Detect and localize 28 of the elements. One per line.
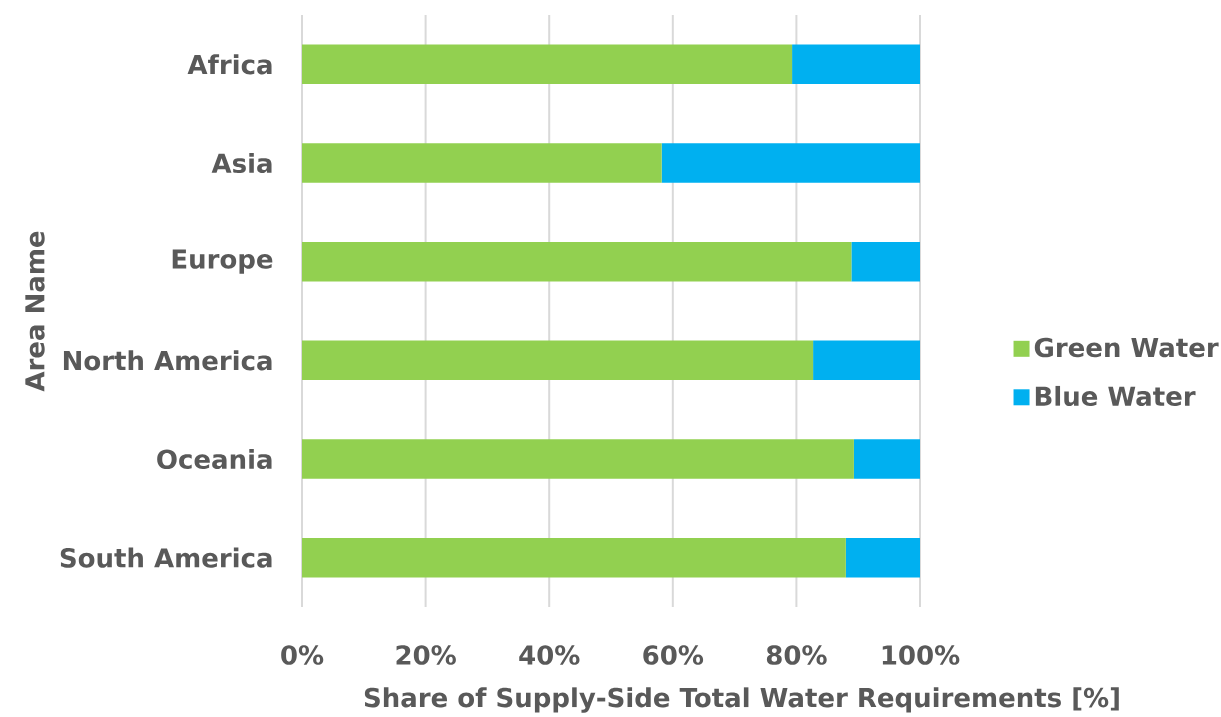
legend-label: Green Water — [1034, 337, 1219, 358]
bar — [661, 143, 921, 183]
x-tick-label: 0% — [281, 645, 324, 665]
y-axis-title: Area Name — [25, 231, 45, 392]
x-axis-title: Share of Supply-Side Total Water Requirements [%] — [364, 687, 1119, 713]
x-tick-label: 100% — [882, 645, 960, 665]
y-tick-label: Africa — [187, 54, 272, 75]
bar — [813, 340, 921, 381]
x-tick-label: 60% — [643, 645, 704, 665]
y-tick-label: Oceania — [157, 448, 272, 470]
bar — [302, 241, 852, 282]
bar — [302, 439, 854, 479]
bar — [302, 340, 814, 381]
bar — [853, 439, 921, 479]
y-tick-label: North America — [63, 350, 272, 371]
bar — [792, 44, 921, 85]
y-tick-label: Asia — [211, 152, 272, 174]
bar — [851, 241, 921, 282]
x-tick-label: 40% — [519, 645, 580, 665]
bar — [845, 537, 921, 578]
y-tick-label: South America — [60, 547, 272, 568]
bar — [302, 143, 662, 183]
legend-label: Blue Water — [1035, 385, 1196, 407]
bar — [302, 44, 793, 85]
x-tick-label: 20% — [396, 645, 456, 665]
bar — [302, 537, 846, 578]
y-tick-label: Europe — [172, 249, 273, 274]
x-tick-label: 80% — [766, 645, 827, 665]
